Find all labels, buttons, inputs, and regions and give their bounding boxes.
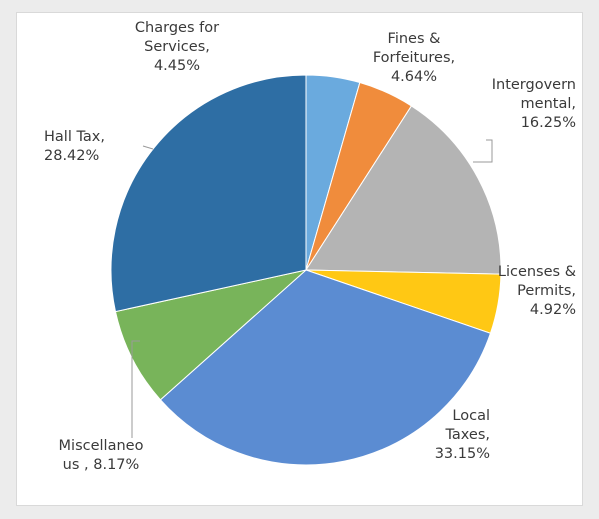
pie-slice-hall-tax: [110, 74, 307, 313]
leader-lines: [131, 139, 493, 438]
leader-intergovernmental: [473, 139, 493, 163]
label-local-taxes: Local Taxes, 33.15%: [434, 408, 490, 462]
leader-hall-tax: [142, 145, 154, 150]
label-fines-forfeitures: Fines & Forfeitures, 4.64%: [372, 31, 456, 85]
label-hall-tax: Hall Tax, 28.42%: [44, 129, 105, 164]
label-miscellaneous: Miscellaneo us , 8.17%: [58, 438, 144, 473]
label-intergovernmental: Intergovern mental, 16.25%: [491, 77, 576, 131]
pie-slice-local-taxes: [159, 269, 492, 466]
pie-slice-intergovernmental: [305, 105, 502, 275]
label-licenses-permits: Licenses & Permits, 4.92%: [497, 264, 576, 318]
leader-miscellaneous: [131, 340, 140, 438]
pie-slices: [110, 74, 502, 466]
label-charges-for-services: Charges for Services, 4.45%: [134, 20, 220, 74]
